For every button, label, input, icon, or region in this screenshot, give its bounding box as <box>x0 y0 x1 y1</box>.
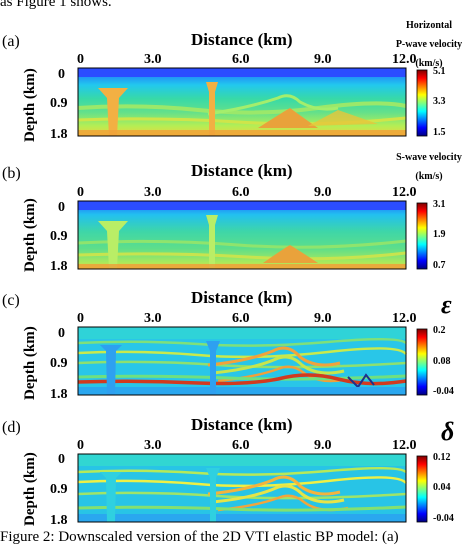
colorbar-tick-c-1: 0.08 <box>433 356 451 367</box>
delta-model-image <box>77 453 407 523</box>
colorbar-title-b-line-2: (km/s) <box>415 171 443 182</box>
colorbar-d <box>416 455 428 523</box>
y-tick-a-2: 1.8 <box>50 127 68 142</box>
epsilon-model-image <box>77 326 407 396</box>
x-tick-d-1: 3.0 <box>144 438 162 453</box>
x-axis-title-d: Distance (km) <box>191 415 293 434</box>
y-tick-c-0: 0 <box>58 326 65 341</box>
colorbar-tick-c-0: 0.2 <box>433 325 446 336</box>
y-axis-title-d: Depth (km) <box>22 452 38 526</box>
delta-symbol: δ <box>441 417 455 446</box>
x-tick-b-4: 12.0 <box>392 185 417 200</box>
x-tick-a-1: 3.0 <box>144 52 162 67</box>
x-tick-b-1: 3.0 <box>144 185 162 200</box>
figure-caption: Figure 2: Downscaled version of the 2D V… <box>0 529 399 545</box>
p-velocity-model-image <box>77 67 407 137</box>
y-tick-d-2: 1.8 <box>50 513 68 528</box>
s-velocity-model-image <box>77 200 407 270</box>
panel-label-c: (c) <box>2 292 20 309</box>
colorbar-tick-a-1: 3.3 <box>433 96 446 107</box>
x-tick-d-2: 6.0 <box>232 438 250 453</box>
colorbar-title-b-line-1: S-wave velocity <box>396 152 462 163</box>
colorbar-tick-b-0: 3.1 <box>433 199 446 210</box>
colorbar-title-a-line-2: P-wave velocity <box>395 39 463 50</box>
colorbar-tick-c-2: -0.04 <box>433 386 454 397</box>
colorbar-tick-b-2: 0.7 <box>433 260 446 271</box>
y-tick-c-2: 1.8 <box>50 387 68 402</box>
x-axis-title-b: Distance (km) <box>191 161 293 180</box>
x-tick-b-2: 6.0 <box>232 185 250 200</box>
y-axis-title-c: Depth (km) <box>22 326 38 400</box>
colorbar-c <box>416 328 428 396</box>
y-tick-d-0: 0 <box>58 452 65 467</box>
epsilon-symbol: ε <box>441 290 452 319</box>
y-axis-title-a: Depth (km) <box>22 68 38 142</box>
y-tick-b-2: 1.8 <box>50 259 68 274</box>
x-tick-c-2: 6.0 <box>232 311 250 326</box>
x-tick-a-4: 12.0 <box>392 52 417 67</box>
y-tick-d-1: 0.9 <box>50 482 68 497</box>
y-axis-title-b: Depth (km) <box>22 198 38 272</box>
colorbar-tick-d-2: -0.04 <box>433 513 454 524</box>
x-tick-d-4: 12.0 <box>392 438 417 453</box>
colorbar-tick-a-2: 1.5 <box>433 127 446 138</box>
panel-label-d: (d) <box>2 419 21 436</box>
colorbar-title-b: S-wave velocity (km/s) <box>384 152 474 182</box>
y-tick-c-1: 0.9 <box>50 356 68 371</box>
colorbar-b <box>416 202 428 270</box>
x-tick-b-0: 0 <box>77 185 84 200</box>
x-axis-title-c: Distance (km) <box>191 288 293 307</box>
y-tick-b-0: 0 <box>58 200 65 215</box>
colorbar-tick-d-1: 0.04 <box>433 482 451 493</box>
panel-label-a: (a) <box>2 33 20 50</box>
colorbar-title-a-line-3: (km/s) <box>415 58 443 69</box>
preceding-text-fragment: as Figure 1 shows. <box>0 0 112 10</box>
x-tick-a-3: 9.0 <box>314 52 332 67</box>
x-tick-a-0: 0 <box>77 52 84 67</box>
x-tick-b-3: 9.0 <box>314 185 332 200</box>
colorbar-a <box>416 69 428 137</box>
panel-label-b: (b) <box>2 165 21 182</box>
x-tick-c-4: 12.0 <box>392 311 417 326</box>
colorbar-tick-d-0: 0.12 <box>433 452 451 463</box>
y-tick-a-0: 0 <box>58 67 65 82</box>
x-tick-a-2: 6.0 <box>232 52 250 67</box>
x-tick-c-3: 9.0 <box>314 311 332 326</box>
y-tick-a-1: 0.9 <box>50 96 68 111</box>
x-axis-title-a: Distance (km) <box>191 30 293 49</box>
colorbar-tick-a-0: 5.1 <box>433 66 446 77</box>
colorbar-title-a-line-1: Horizontal <box>405 20 453 31</box>
x-tick-c-0: 0 <box>77 311 84 326</box>
colorbar-title-a: Horizontal P-wave velocity (km/s) <box>384 20 474 69</box>
x-tick-d-3: 9.0 <box>314 438 332 453</box>
colorbar-tick-b-1: 1.9 <box>433 229 446 240</box>
y-tick-b-1: 0.9 <box>50 229 68 244</box>
x-tick-c-1: 3.0 <box>144 311 162 326</box>
x-tick-d-0: 0 <box>77 438 84 453</box>
